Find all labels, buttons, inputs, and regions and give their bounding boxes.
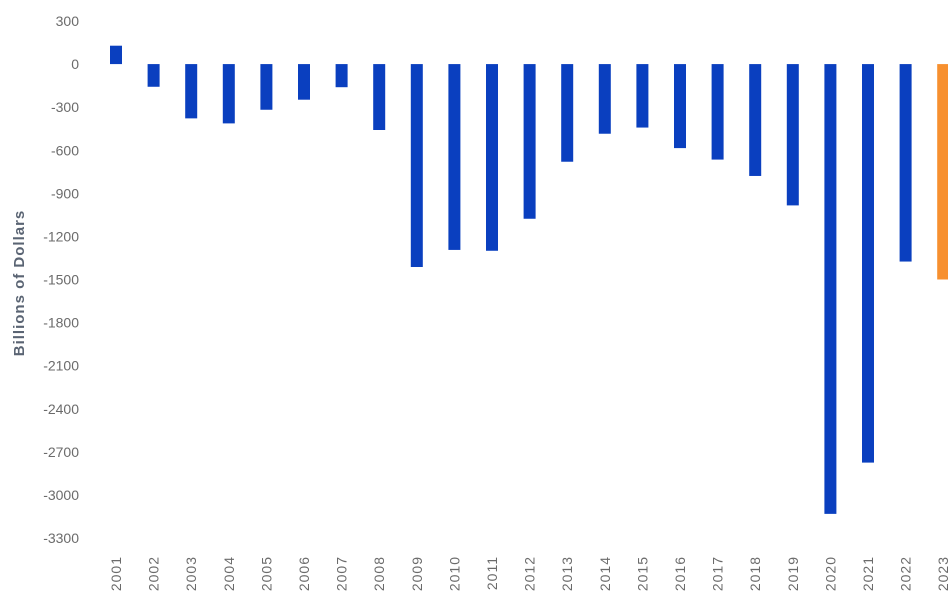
x-axis-ticks: 2001 2002 2003 2004 2005 2006 2007 2008 2009 2010… bbox=[108, 556, 948, 591]
x-tick-label: 2021 bbox=[860, 556, 876, 591]
x-tick-label: 2012 bbox=[522, 556, 538, 591]
bar-2005 bbox=[260, 64, 273, 110]
bar-2018 bbox=[749, 64, 762, 176]
bar-2007 bbox=[335, 64, 348, 88]
y-axis-title: Billions of Dollars bbox=[11, 210, 28, 357]
y-tick-label: -1800 bbox=[43, 315, 79, 331]
x-tick-label: 2003 bbox=[183, 556, 199, 591]
y-tick-label: -2700 bbox=[43, 444, 79, 460]
bar-2015 bbox=[636, 64, 649, 128]
y-tick-label: 300 bbox=[56, 13, 80, 29]
bar-2010 bbox=[448, 64, 461, 250]
x-tick-label: 2004 bbox=[221, 556, 237, 591]
x-tick-label: 2010 bbox=[446, 556, 462, 591]
bar-2013 bbox=[561, 64, 574, 162]
x-tick-label: 2019 bbox=[785, 556, 801, 591]
x-tick-label: 2016 bbox=[672, 556, 688, 591]
bar-2004 bbox=[222, 64, 235, 124]
y-tick-label: -3300 bbox=[43, 530, 79, 546]
y-tick-label: -300 bbox=[51, 99, 79, 115]
bar-2014 bbox=[598, 64, 611, 134]
bar-2011 bbox=[486, 64, 498, 251]
bar-2006 bbox=[298, 64, 310, 100]
x-tick-label: 2001 bbox=[108, 556, 124, 591]
y-tick-label: -1500 bbox=[43, 272, 79, 288]
y-tick-label: -2400 bbox=[43, 401, 79, 417]
bar-2017 bbox=[711, 64, 724, 160]
bars-group bbox=[110, 45, 948, 514]
x-tick-label: 2008 bbox=[371, 556, 387, 591]
y-tick-label: -900 bbox=[51, 185, 79, 201]
bar-2023 bbox=[937, 64, 948, 280]
x-tick-label: 2015 bbox=[634, 556, 650, 591]
x-tick-label: 2002 bbox=[146, 556, 162, 591]
bar-2021 bbox=[862, 64, 874, 463]
y-tick-label: -3000 bbox=[43, 487, 79, 503]
bar-2020 bbox=[824, 64, 837, 514]
bar-2003 bbox=[185, 64, 198, 119]
x-tick-label: 2018 bbox=[747, 556, 763, 591]
bar-2016 bbox=[674, 64, 686, 149]
bar-2001 bbox=[110, 45, 122, 65]
y-tick-label: -2100 bbox=[43, 358, 79, 374]
bar-2019 bbox=[786, 64, 799, 206]
bar-2009 bbox=[410, 64, 423, 268]
y-axis-ticks: 300 0 -300 -600 -900 -1200 -1500 -1800 -2100 -240… bbox=[43, 13, 79, 546]
y-tick-label: -600 bbox=[51, 142, 79, 158]
bar-2022 bbox=[899, 64, 912, 262]
x-tick-label: 2007 bbox=[334, 556, 350, 591]
x-tick-label: 2017 bbox=[710, 556, 726, 591]
x-tick-label: 2009 bbox=[409, 556, 425, 591]
bar-2002 bbox=[147, 64, 160, 87]
bar-2008 bbox=[373, 64, 386, 131]
y-tick-label: -1200 bbox=[43, 228, 79, 244]
x-tick-label: 2022 bbox=[898, 556, 914, 591]
x-tick-label: 2006 bbox=[296, 556, 312, 591]
x-tick-label: 2013 bbox=[559, 556, 575, 591]
bar-2012 bbox=[523, 64, 536, 219]
x-tick-label: 2011 bbox=[484, 556, 500, 590]
x-tick-label: 2005 bbox=[258, 556, 274, 591]
x-tick-label: 2014 bbox=[597, 556, 613, 591]
x-tick-label: 2023 bbox=[935, 556, 948, 591]
y-tick-label: 0 bbox=[71, 56, 79, 72]
x-tick-label: 2020 bbox=[822, 556, 838, 591]
